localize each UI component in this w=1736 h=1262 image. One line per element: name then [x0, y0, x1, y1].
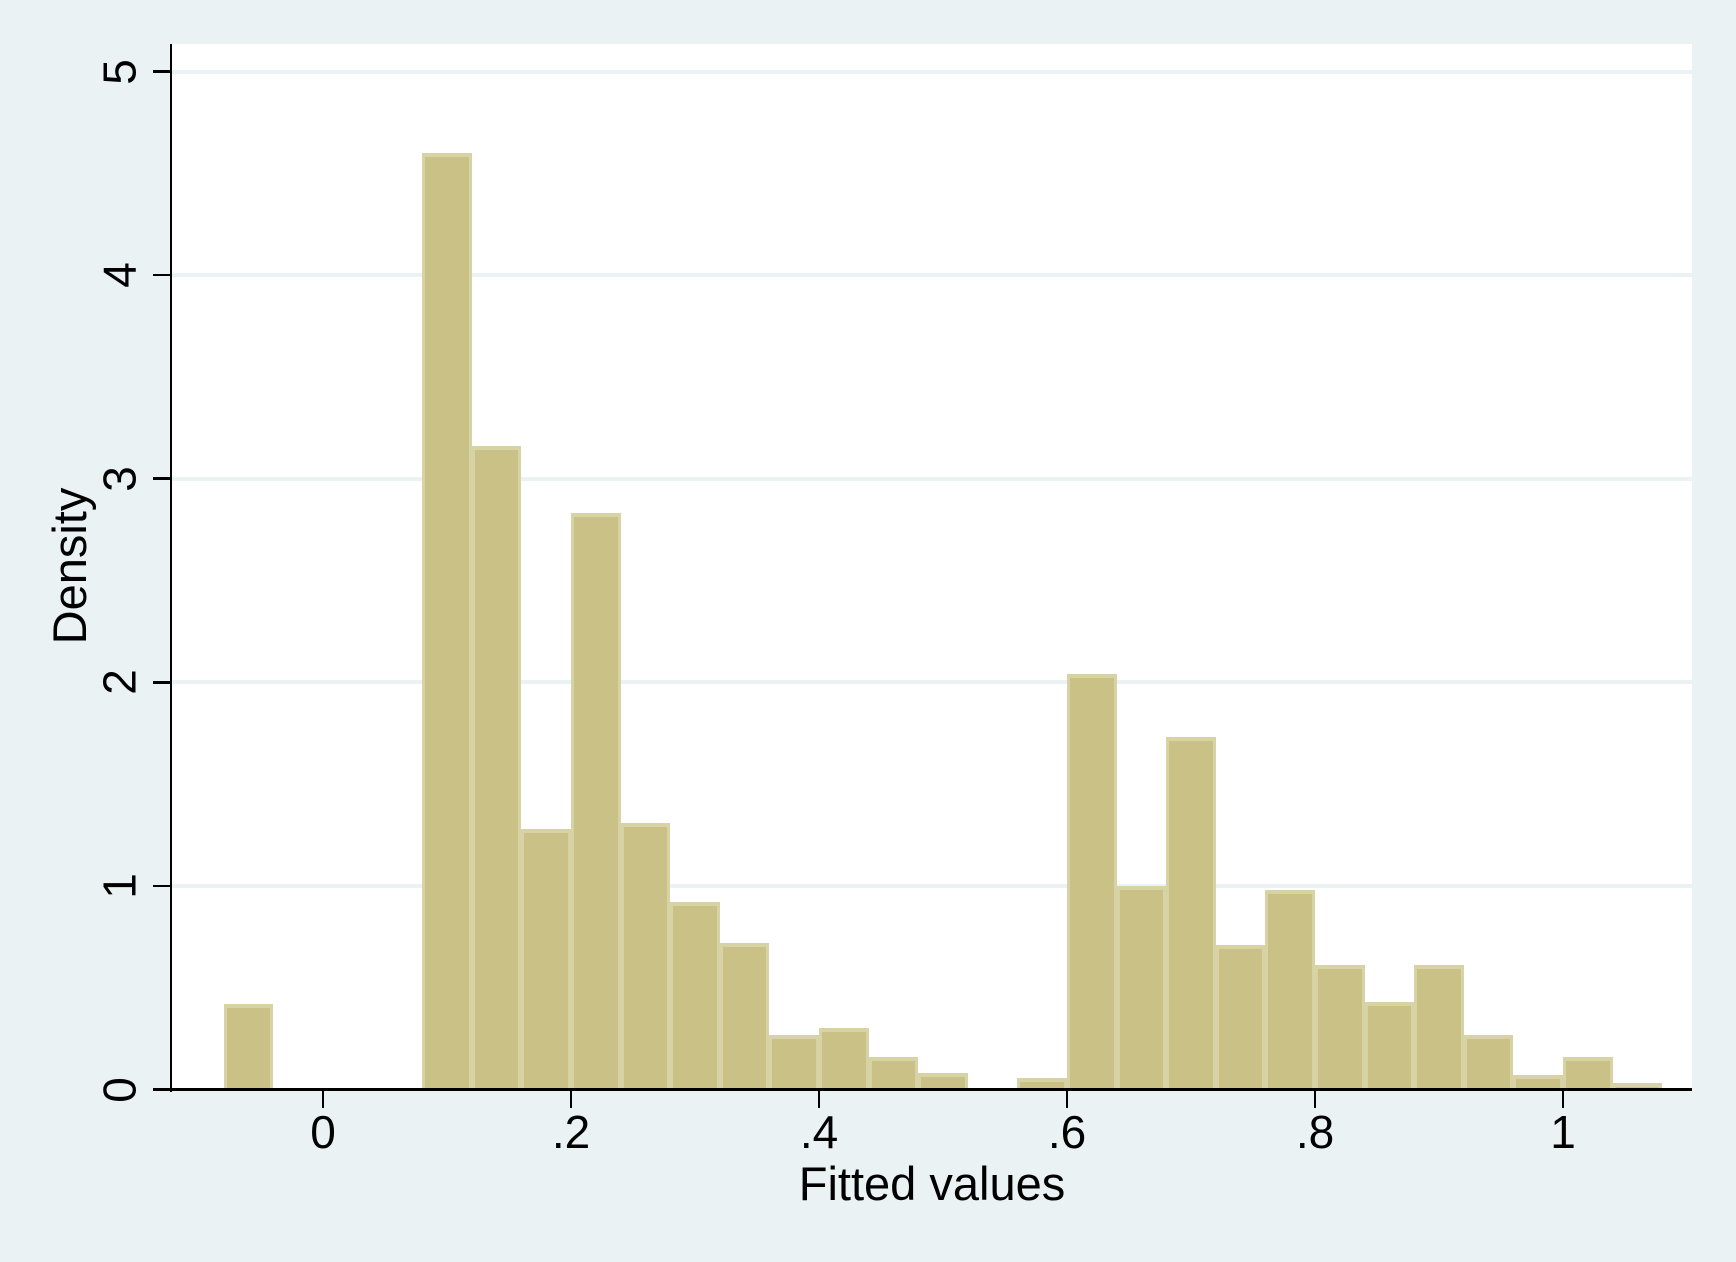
histogram-bar	[1215, 944, 1266, 1091]
y-gridline	[172, 273, 1692, 278]
y-tick	[152, 70, 170, 73]
y-tick-label: 1	[93, 873, 146, 899]
x-tick-label: .2	[551, 1106, 591, 1158]
x-tick-label: .8	[1295, 1106, 1335, 1158]
x-tick-label: .6	[1047, 1106, 1087, 1158]
x-axis-line	[169, 1088, 1692, 1091]
histogram-bar	[471, 446, 522, 1091]
histogram-bar	[868, 1056, 919, 1091]
y-tick-label: 5	[93, 58, 146, 85]
y-gridline	[172, 680, 1692, 685]
histogram-bar	[1612, 1083, 1663, 1091]
y-tick-label: 3	[93, 465, 146, 492]
plot-area	[172, 44, 1692, 1090]
y-tick	[152, 884, 170, 888]
histogram-bar	[719, 942, 770, 1091]
histogram-bar	[1315, 965, 1365, 1091]
y-tick	[152, 477, 170, 480]
y-gridline	[172, 883, 1692, 888]
y-gridline	[172, 476, 1692, 481]
y-gridline	[172, 69, 1692, 74]
histogram-bar	[1067, 674, 1117, 1091]
histogram-bar	[1116, 885, 1167, 1091]
y-axis-line	[169, 44, 173, 1092]
y-tick	[152, 1088, 170, 1091]
y-tick-label: 2	[93, 669, 146, 696]
y-tick-label: 4	[93, 262, 146, 288]
histogram-bar	[620, 822, 671, 1091]
histogram-bar	[1265, 889, 1315, 1091]
histogram-bar	[521, 828, 571, 1091]
x-tick-label: 0	[310, 1106, 336, 1158]
histogram-bar	[1463, 1034, 1514, 1091]
x-tick	[1065, 1090, 1069, 1108]
x-axis-title: Fitted values	[798, 1156, 1066, 1210]
x-tick	[569, 1090, 573, 1108]
histogram-bar	[819, 1028, 869, 1091]
x-tick-label: 1	[1550, 1106, 1576, 1158]
y-tick	[152, 273, 170, 277]
histogram-bar	[1166, 737, 1216, 1091]
histogram-bar	[1563, 1056, 1613, 1091]
histogram-bar	[422, 152, 472, 1091]
x-tick	[321, 1090, 325, 1108]
histogram-bar	[1414, 965, 1464, 1091]
histogram-bar	[1017, 1078, 1067, 1091]
x-tick	[1561, 1090, 1565, 1108]
y-axis-title: Density	[42, 487, 96, 645]
histogram-bar	[670, 902, 720, 1091]
histogram-bar	[571, 513, 621, 1091]
histogram-bar	[223, 1003, 274, 1091]
histogram-bar	[1513, 1075, 1563, 1091]
histogram-bar	[769, 1034, 819, 1091]
y-tick	[152, 681, 170, 684]
x-tick	[1313, 1090, 1317, 1108]
histogram-bar	[1364, 1001, 1415, 1091]
histogram-bar	[918, 1073, 968, 1091]
x-tick	[817, 1090, 821, 1108]
y-tick-label: 0	[93, 1076, 146, 1103]
x-tick-label: .4	[799, 1106, 839, 1158]
